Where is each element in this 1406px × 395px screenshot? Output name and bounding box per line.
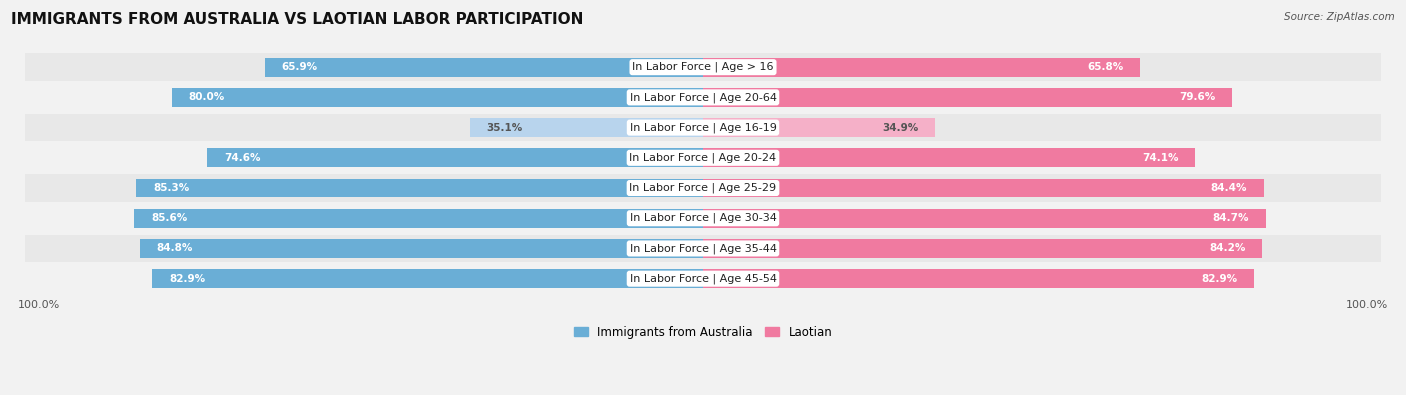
Bar: [18, 235, 1388, 262]
Text: In Labor Force | Age 25-29: In Labor Force | Age 25-29: [630, 183, 776, 193]
Bar: [139, 239, 703, 258]
Bar: [703, 179, 1264, 198]
Bar: [18, 83, 1388, 111]
Text: 65.8%: 65.8%: [1087, 62, 1123, 72]
Bar: [703, 58, 1140, 77]
Bar: [18, 174, 1388, 202]
Bar: [703, 149, 1195, 167]
Bar: [18, 265, 1388, 293]
Text: 85.3%: 85.3%: [153, 183, 190, 193]
Text: 80.0%: 80.0%: [188, 92, 225, 102]
Text: 84.8%: 84.8%: [156, 243, 193, 254]
Text: In Labor Force | Age 30-34: In Labor Force | Age 30-34: [630, 213, 776, 224]
Bar: [18, 144, 1388, 172]
Text: 84.7%: 84.7%: [1212, 213, 1249, 223]
Bar: [208, 149, 703, 167]
Bar: [703, 269, 1254, 288]
Text: 79.6%: 79.6%: [1178, 92, 1215, 102]
Text: In Labor Force | Age 45-54: In Labor Force | Age 45-54: [630, 273, 776, 284]
Legend: Immigrants from Australia, Laotian: Immigrants from Australia, Laotian: [569, 321, 837, 343]
Bar: [703, 239, 1263, 258]
Bar: [18, 114, 1388, 141]
Bar: [135, 209, 703, 228]
Text: 74.6%: 74.6%: [224, 153, 260, 163]
Bar: [266, 58, 703, 77]
Bar: [703, 209, 1265, 228]
Text: In Labor Force | Age 16-19: In Labor Force | Age 16-19: [630, 122, 776, 133]
Text: In Labor Force | Age 35-44: In Labor Force | Age 35-44: [630, 243, 776, 254]
Bar: [18, 204, 1388, 232]
Bar: [152, 269, 703, 288]
Text: IMMIGRANTS FROM AUSTRALIA VS LAOTIAN LABOR PARTICIPATION: IMMIGRANTS FROM AUSTRALIA VS LAOTIAN LAB…: [11, 12, 583, 27]
Text: 85.6%: 85.6%: [150, 213, 187, 223]
Text: 65.9%: 65.9%: [281, 62, 318, 72]
Bar: [470, 118, 703, 137]
Text: In Labor Force | Age 20-64: In Labor Force | Age 20-64: [630, 92, 776, 103]
Bar: [703, 88, 1232, 107]
Text: Source: ZipAtlas.com: Source: ZipAtlas.com: [1284, 12, 1395, 22]
Bar: [172, 88, 703, 107]
Text: 35.1%: 35.1%: [486, 122, 523, 133]
Bar: [18, 53, 1388, 81]
Text: 34.9%: 34.9%: [882, 122, 918, 133]
Text: In Labor Force | Age > 16: In Labor Force | Age > 16: [633, 62, 773, 72]
Text: 74.1%: 74.1%: [1142, 153, 1178, 163]
Text: 82.9%: 82.9%: [1201, 274, 1237, 284]
Bar: [136, 179, 703, 198]
Text: 82.9%: 82.9%: [169, 274, 205, 284]
Bar: [703, 118, 935, 137]
Text: 84.2%: 84.2%: [1209, 243, 1246, 254]
Text: In Labor Force | Age 20-24: In Labor Force | Age 20-24: [630, 152, 776, 163]
Text: 84.4%: 84.4%: [1211, 183, 1247, 193]
